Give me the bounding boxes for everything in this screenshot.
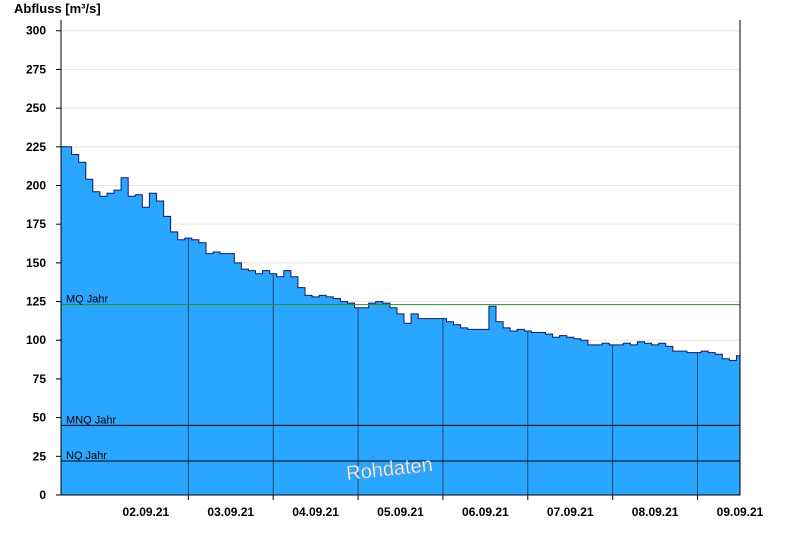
x-tick-label: 06.09.21 (462, 505, 509, 519)
y-tick-label: 25 (33, 449, 47, 463)
y-tick-label: 175 (26, 217, 46, 231)
y-tick-label: 150 (26, 256, 46, 270)
y-tick-label: 300 (26, 24, 46, 38)
reference-line-label: MQ Jahr (66, 294, 109, 306)
y-tick-label: 275 (26, 62, 46, 76)
y-tick-label: 100 (26, 333, 46, 347)
x-tick-label: 05.09.21 (377, 505, 424, 519)
x-tick-label: 03.09.21 (207, 505, 254, 519)
y-tick-label: 125 (26, 295, 46, 309)
x-ticks: 02.09.21 03.09.21 04.09.21 05.09.21 06.09.21… (123, 495, 764, 519)
reference-lines: MQ Jahr MNQ Jahr NQ Jahr (61, 294, 740, 462)
day-separator-lines (187, 238, 698, 495)
y-tick-label: 250 (26, 101, 46, 115)
x-tick-label: 04.09.21 (292, 505, 339, 519)
y-tick-label: 200 (26, 178, 46, 192)
x-tick-label: 07.09.21 (547, 505, 594, 519)
axes (60, 20, 741, 496)
discharge-area (60, 146, 741, 496)
reference-line-label: NQ Jahr (66, 450, 107, 462)
y-ticks: 0 25 50 75 100 125 150 175 200 225 250 275 300 (26, 24, 61, 502)
y-tick-label: 50 (33, 411, 47, 425)
x-tick-label: 08.09.21 (632, 505, 679, 519)
y-axis-label: Abfluss [m³/s] (14, 1, 101, 16)
y-tick-label: 0 (39, 488, 46, 502)
reference-line-label: MNQ Jahr (66, 414, 116, 426)
y-tick-label: 225 (26, 140, 46, 154)
y-tick-label: 75 (33, 372, 47, 386)
x-tick-label: 09.09.21 (717, 505, 764, 519)
x-tick-label: 02.09.21 (123, 505, 170, 519)
